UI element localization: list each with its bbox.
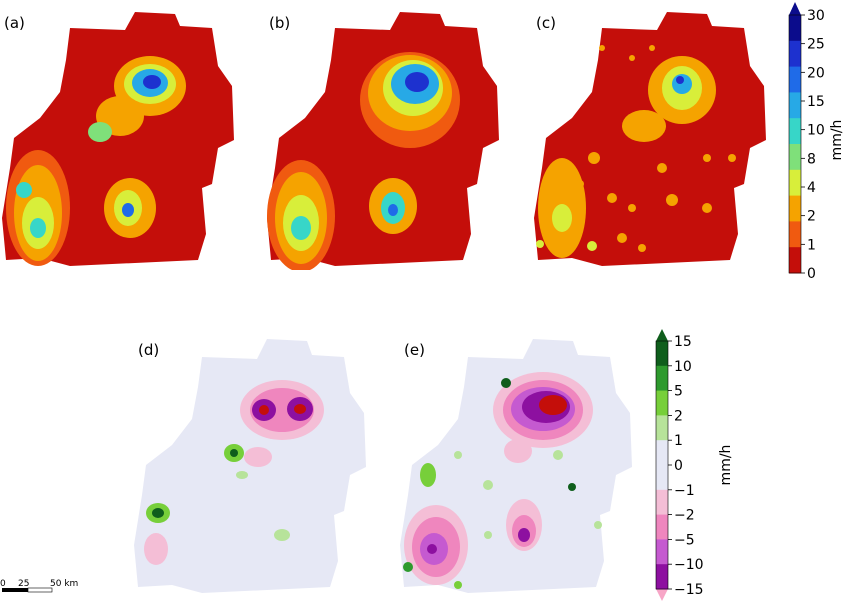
colorbar-segment (656, 341, 668, 367)
region-outline (134, 339, 366, 593)
colorbar-segment (789, 195, 801, 222)
colorbar-tick-label: −5 (674, 532, 695, 548)
precip-unit-label: mm/h (829, 120, 845, 161)
colorbar-tick-label: 5 (674, 384, 683, 400)
precip-map-c (534, 12, 766, 266)
colorbar-segment (656, 440, 668, 466)
map-panel-d: (d) (132, 335, 372, 597)
colorbar-segment (789, 144, 801, 171)
colorbar-tick-label: 10 (674, 359, 692, 375)
scale-segment-2 (27, 587, 53, 593)
colorbar-tick-label: 4 (807, 180, 816, 196)
colorbar-tick-label: 2 (674, 408, 683, 424)
colorbar-tick-label: 20 (807, 65, 825, 81)
diff-colorbar: 15 10 5 2 1 0 −1 −2 −5 −10 −15 mm/h (652, 325, 742, 604)
panel-label-b: (b) (269, 14, 291, 32)
colorbar-tick-label: −2 (674, 508, 695, 524)
colorbar-segment (789, 221, 801, 248)
map-panel-c: (c) (532, 8, 772, 270)
colorbar-tick-label: 0 (674, 458, 683, 474)
colorbar-segment (789, 118, 801, 145)
colorbar-tick-label: −1 (674, 483, 695, 499)
panel-label-c: (c) (536, 14, 556, 32)
colorbar-segment (789, 169, 801, 197)
colorbar-tick-label: −15 (674, 582, 704, 598)
colorbar-segment (789, 247, 801, 274)
map-panel-e: (e) (398, 335, 638, 597)
colorbar-segment (789, 66, 801, 93)
colorbar-segment (656, 564, 668, 590)
map-panel-a: (a) (0, 8, 240, 270)
colorbar-tick-label: 8 (807, 151, 816, 167)
scale-segment-1 (2, 588, 28, 592)
panel-label-e: (e) (404, 341, 425, 359)
panel-label-d: (d) (138, 341, 160, 359)
colorbar-segment (656, 539, 668, 565)
diff-map-e (400, 339, 632, 593)
diff-map-d (134, 339, 366, 593)
colorbar-segment (656, 514, 668, 540)
colorbar-tick-label: 15 (807, 94, 825, 110)
colorbar-tick-label: 0 (807, 266, 816, 282)
precip-map-b (267, 12, 499, 272)
scale-label-50: 50 km (50, 579, 78, 589)
colorbar-tick-label: 15 (674, 334, 692, 350)
colorbar-segment (789, 40, 801, 68)
colorbar-segment (789, 15, 801, 42)
colorbar-segment (656, 489, 668, 516)
panel-label-a: (a) (4, 14, 25, 32)
colorbar-tick-label: 2 (807, 209, 816, 225)
colorbar-tick-label: 1 (807, 237, 816, 253)
colorbar-tick-label: 10 (807, 123, 825, 139)
colorbar-tick-label: −10 (674, 557, 704, 573)
colorbar-segment (789, 92, 801, 119)
scale-label-0: 0 (0, 579, 6, 589)
scale-label-25: 25 (18, 579, 29, 589)
colorbar-arrow-bottom (656, 589, 668, 601)
scale-bar: 0 25 50 km (0, 576, 90, 600)
colorbar-tick-label: 1 (674, 433, 683, 449)
scale-bar-svg: 0 25 50 km (0, 579, 78, 593)
colorbar-tick-label: 25 (807, 37, 825, 53)
colorbar-arrow-top (789, 2, 801, 15)
diff-unit-label: mm/h (718, 445, 734, 486)
colorbar-segment (656, 390, 668, 416)
precip-colorbar: 30 25 20 15 10 8 4 2 1 0 mm/h (785, 0, 850, 290)
colorbar-segment (656, 365, 668, 392)
precip-map-a (2, 12, 234, 266)
colorbar-arrow-top (656, 329, 668, 341)
colorbar-segment (656, 465, 668, 491)
colorbar-tick-label: 30 (807, 8, 825, 24)
colorbar-segment (656, 415, 668, 441)
map-panel-b: (b) (265, 8, 505, 272)
